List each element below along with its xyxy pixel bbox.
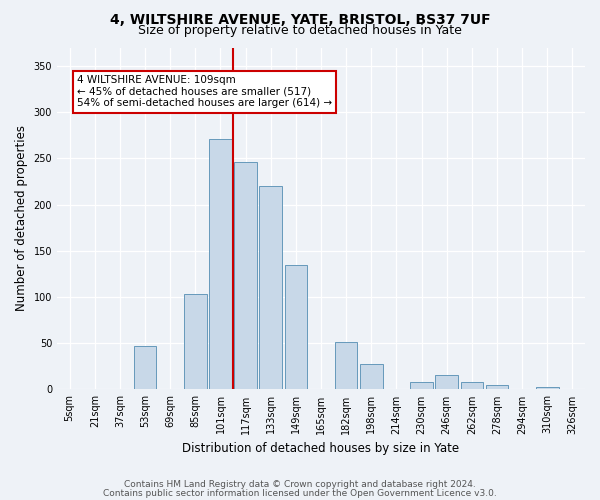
X-axis label: Distribution of detached houses by size in Yate: Distribution of detached houses by size …	[182, 442, 460, 455]
Text: 4 WILTSHIRE AVENUE: 109sqm
← 45% of detached houses are smaller (517)
54% of sem: 4 WILTSHIRE AVENUE: 109sqm ← 45% of deta…	[77, 75, 332, 108]
Bar	[259, 186, 282, 390]
Bar	[410, 382, 433, 390]
Y-axis label: Number of detached properties: Number of detached properties	[15, 126, 28, 312]
Bar	[234, 162, 257, 390]
Bar	[134, 346, 157, 390]
Text: Size of property relative to detached houses in Yate: Size of property relative to detached ho…	[138, 24, 462, 37]
Bar	[360, 364, 383, 390]
Bar	[436, 374, 458, 390]
Text: Contains public sector information licensed under the Open Government Licence v3: Contains public sector information licen…	[103, 489, 497, 498]
Bar	[461, 382, 483, 390]
Text: 4, WILTSHIRE AVENUE, YATE, BRISTOL, BS37 7UF: 4, WILTSHIRE AVENUE, YATE, BRISTOL, BS37…	[110, 12, 490, 26]
Bar	[485, 385, 508, 390]
Bar	[184, 294, 206, 390]
Bar	[284, 264, 307, 390]
Text: Contains HM Land Registry data © Crown copyright and database right 2024.: Contains HM Land Registry data © Crown c…	[124, 480, 476, 489]
Bar	[536, 386, 559, 390]
Bar	[335, 342, 358, 390]
Bar	[209, 139, 232, 390]
